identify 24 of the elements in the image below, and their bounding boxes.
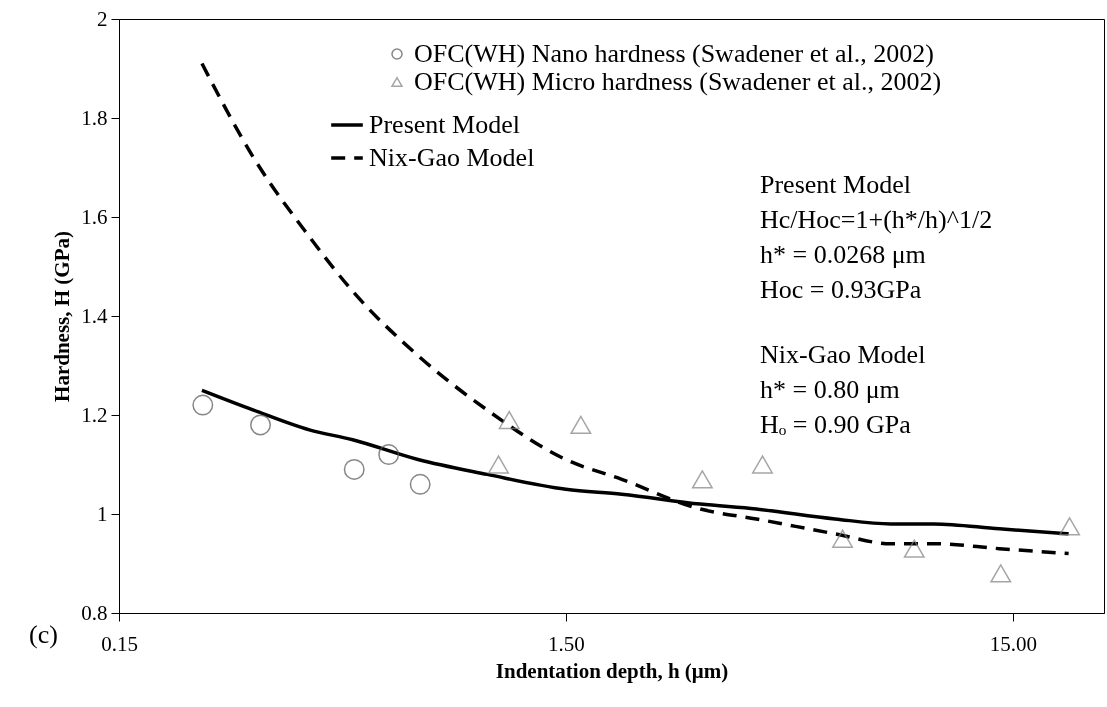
annotation: Present Model	[760, 170, 911, 199]
y-tick-label: 0.8	[81, 600, 108, 625]
y-tick-label: 1	[97, 501, 108, 526]
annotation: h* = 0.0268 μm	[760, 240, 926, 269]
annotation: h* = 0.80 μm	[760, 375, 900, 404]
y-tick-label: 1.6	[81, 204, 108, 229]
legend-label: OFC(WH) Nano hardness (Swadener et al., 2002)	[414, 39, 934, 68]
legend-label: OFC(WH) Micro hardness (Swadener et al., 2002)	[414, 67, 942, 96]
annotation: Hc/Hoc=1+(h*/h)^1/2	[760, 205, 993, 234]
annotation: Hₒ = 0.90 GPa	[760, 410, 912, 439]
legend-label: Present Model	[369, 110, 520, 139]
x-tick-label: 1.50	[548, 631, 585, 656]
y-tick-label: 1.8	[81, 105, 108, 130]
x-axis-title: Indentation depth, h (μm)	[495, 658, 729, 683]
x-tick-label: 15.00	[989, 631, 1037, 656]
y-tick-label: 1.2	[81, 402, 108, 427]
annotation: Nix-Gao Model	[760, 340, 926, 369]
annotation: Hoc = 0.93GPa	[760, 275, 922, 304]
y-tick-label: 1.4	[81, 303, 108, 328]
legend-label: Nix-Gao Model	[369, 143, 535, 172]
y-tick-label: 2	[97, 6, 108, 31]
text: (c)	[29, 620, 58, 649]
y-axis-title: Hardness, H (GPa)	[50, 231, 75, 402]
x-tick-label: 0.15	[101, 631, 138, 656]
